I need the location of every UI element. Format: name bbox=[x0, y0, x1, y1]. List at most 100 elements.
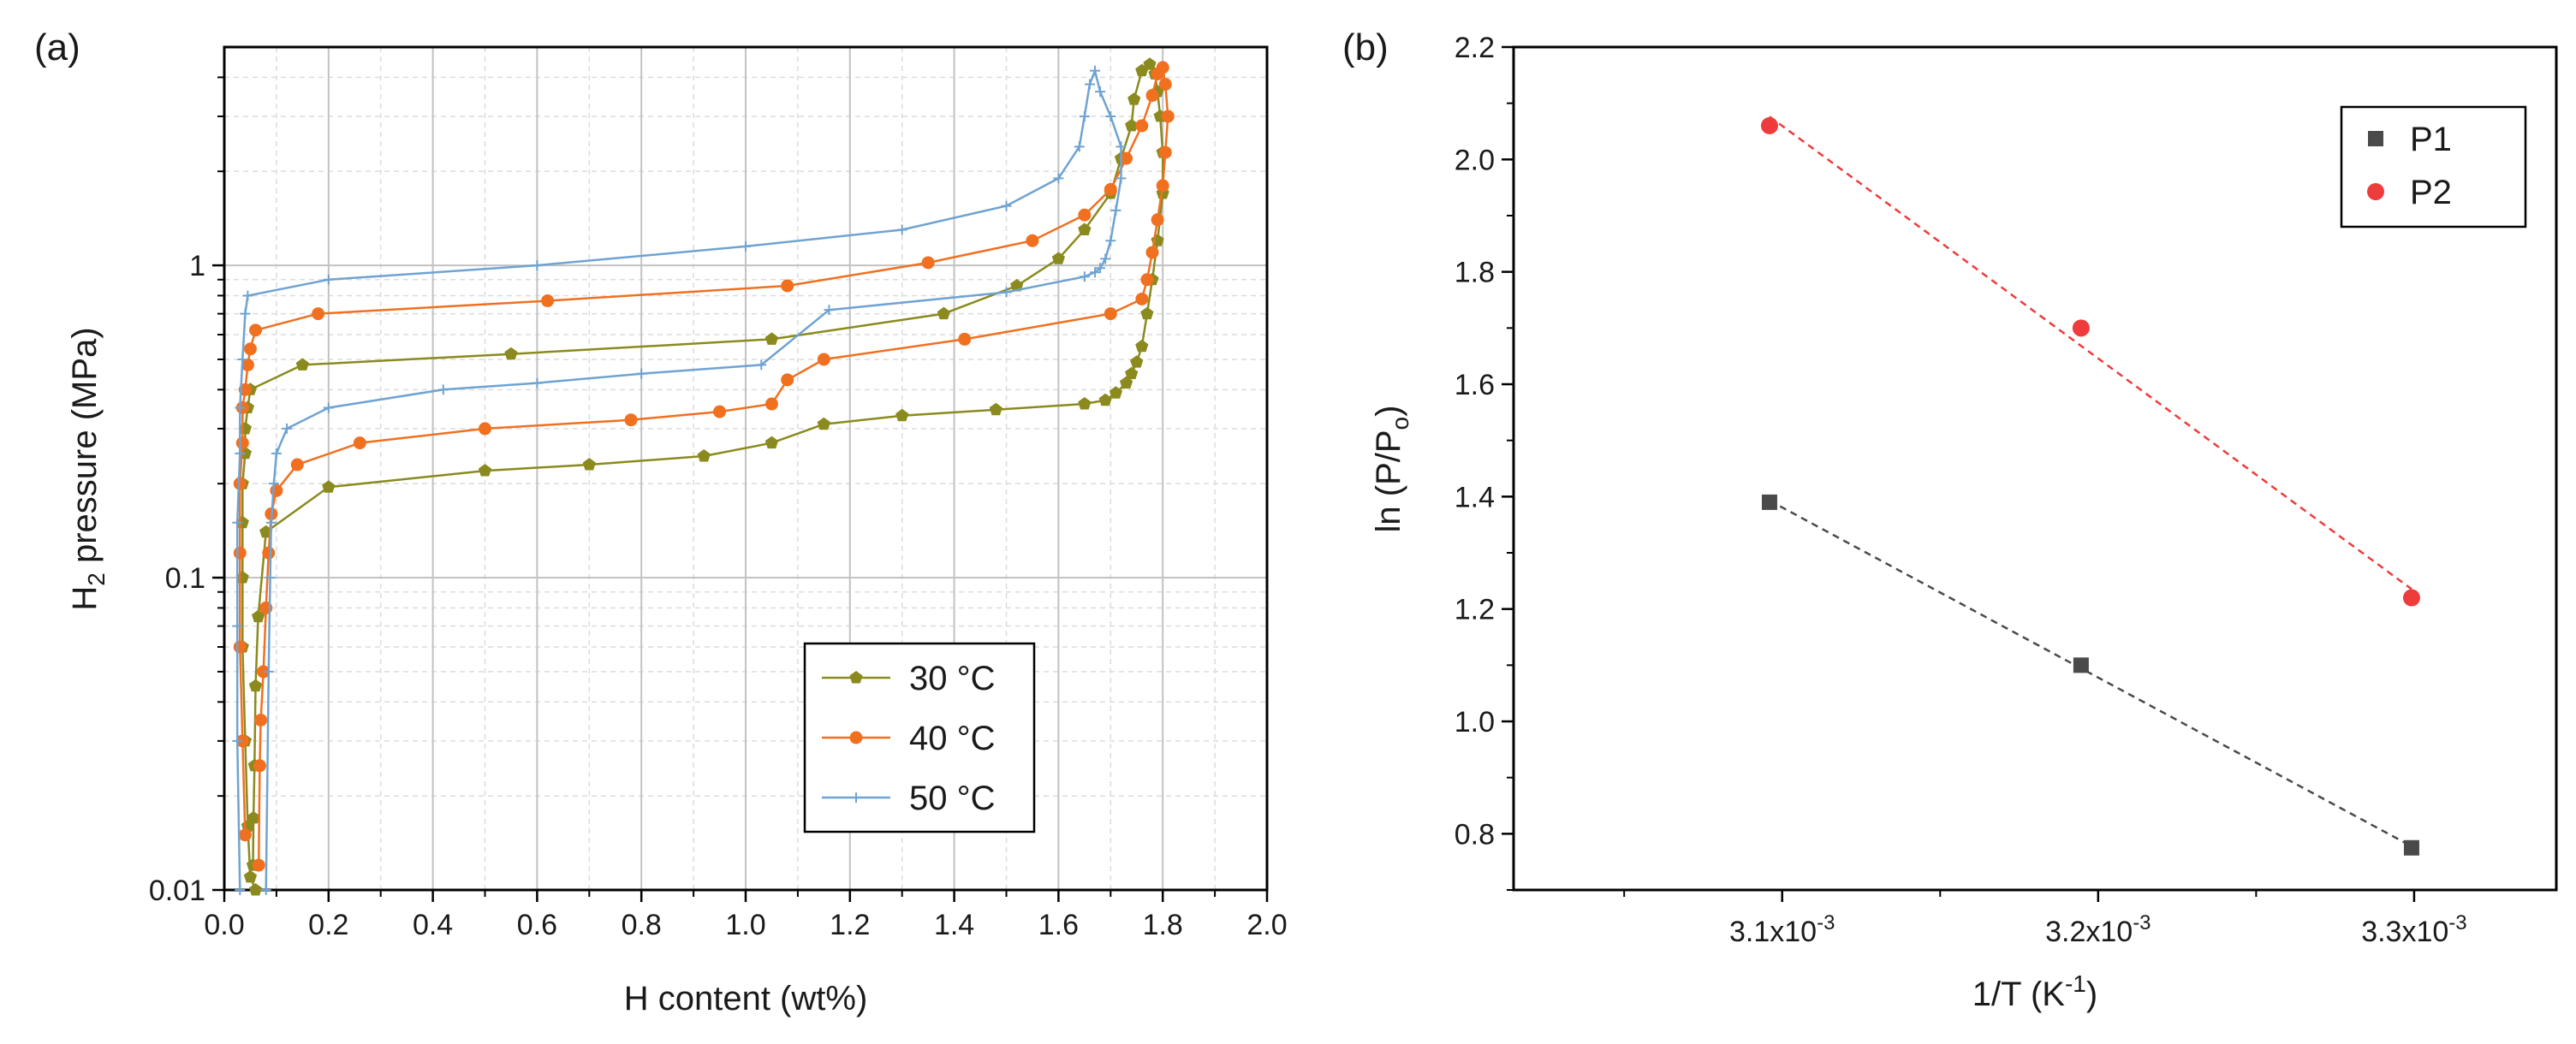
data-point bbox=[240, 308, 251, 319]
data-point bbox=[1026, 234, 1039, 247]
x-tick-mantissa: 3.3x10 bbox=[2361, 916, 2448, 948]
data-point bbox=[817, 417, 830, 430]
data-point bbox=[232, 620, 243, 632]
data-point bbox=[243, 342, 257, 356]
data-point bbox=[1145, 246, 1159, 259]
data-point bbox=[1010, 279, 1024, 292]
data-point bbox=[764, 436, 779, 449]
panel-b: (b) 3.1x10-3 3.2x10-3 3.3x10-30.81.01.21.4… bbox=[1342, 27, 2558, 1013]
panel-b-legend-box bbox=[2340, 105, 2527, 228]
panel-b-x-title-prefix: 1/T (K bbox=[1972, 976, 2066, 1013]
data-point bbox=[248, 883, 263, 896]
data-point bbox=[252, 609, 265, 623]
panel-b-label: (b) bbox=[1342, 27, 1389, 68]
series-40C bbox=[233, 61, 1175, 872]
x-tick-label: 1.8 bbox=[1143, 909, 1183, 941]
panel-a-x-axis-title: H content (wt%) bbox=[624, 980, 868, 1017]
data-point bbox=[242, 290, 253, 301]
data-point bbox=[582, 458, 596, 471]
series-p1 bbox=[1761, 494, 2419, 856]
data-point bbox=[764, 332, 779, 345]
data-point bbox=[1115, 141, 1127, 152]
data-point bbox=[353, 436, 366, 450]
y-tick-label: 1.8 bbox=[1455, 257, 1495, 289]
data-point bbox=[1100, 253, 1111, 264]
data-point bbox=[1143, 57, 1157, 70]
data-point bbox=[532, 260, 543, 271]
data-point bbox=[1098, 393, 1112, 406]
x-tick-exponent: -3 bbox=[1817, 911, 1835, 934]
data-point bbox=[1140, 306, 1154, 320]
data-point bbox=[254, 713, 268, 727]
data-point bbox=[1760, 116, 1778, 134]
data-point bbox=[895, 408, 909, 422]
panel-b-y-axis-title: ln (P/Po) bbox=[1370, 406, 1413, 533]
data-point bbox=[1135, 292, 1149, 305]
data-point bbox=[921, 256, 935, 270]
data-point bbox=[252, 858, 265, 872]
data-point bbox=[1120, 376, 1133, 389]
data-point bbox=[323, 402, 334, 413]
data-point bbox=[290, 458, 304, 472]
y-tick-label: 2.0 bbox=[1455, 144, 1495, 176]
data-point bbox=[896, 224, 907, 235]
data-point bbox=[2402, 589, 2420, 607]
legend-label: P2 bbox=[2410, 174, 2452, 211]
data-point bbox=[232, 517, 243, 528]
data-point bbox=[235, 448, 246, 459]
panel-a-y-title-prefix: H bbox=[66, 586, 104, 611]
x-tick-label: 2.0 bbox=[1246, 909, 1287, 941]
panel-a-grid bbox=[223, 47, 1268, 891]
data-point bbox=[260, 885, 271, 895]
data-point bbox=[237, 353, 248, 365]
data-point bbox=[764, 397, 778, 411]
x-tick-label: 3.2x10-3 bbox=[2045, 911, 2151, 948]
data-point bbox=[271, 448, 282, 459]
x-tick-label: 0.8 bbox=[622, 909, 662, 941]
data-point bbox=[1001, 200, 1012, 211]
panel-a-legend: 30 °C 40 °C 50 °C bbox=[803, 642, 1036, 833]
data-point bbox=[824, 305, 835, 316]
x-tick-label: 0.2 bbox=[308, 909, 348, 941]
y-tick-label: 0.01 bbox=[149, 875, 205, 907]
series-p2 bbox=[1760, 116, 2420, 607]
legend-marker bbox=[849, 731, 863, 744]
data-point bbox=[243, 869, 258, 883]
data-point bbox=[282, 423, 293, 434]
data-point bbox=[265, 517, 277, 528]
data-point bbox=[247, 810, 260, 824]
data-point bbox=[532, 377, 543, 389]
y-tick-label: 1.0 bbox=[1455, 706, 1495, 739]
panel-b-plot-frame bbox=[1512, 45, 2558, 892]
x-tick-label: 3.1x10-3 bbox=[1729, 911, 1835, 948]
data-point bbox=[781, 373, 794, 387]
x-tick-label: 1.0 bbox=[725, 909, 765, 941]
data-point bbox=[1095, 86, 1106, 98]
data-point bbox=[1145, 89, 1159, 103]
data-point bbox=[1140, 273, 1154, 287]
x-tick-label: 0.4 bbox=[413, 909, 453, 941]
data-point bbox=[295, 358, 309, 371]
data-point bbox=[1051, 252, 1065, 264]
legend-label: P1 bbox=[2410, 121, 2452, 158]
y-tick-label: 1.4 bbox=[1455, 481, 1495, 513]
data-point bbox=[756, 359, 767, 371]
panel-b-x-title-superscript: -1 bbox=[2065, 970, 2086, 997]
x-tick-exponent: -3 bbox=[2448, 911, 2466, 934]
data-point bbox=[624, 413, 638, 427]
data-point bbox=[1151, 213, 1164, 227]
data-point bbox=[1156, 179, 1169, 193]
y-tick-label: 1.2 bbox=[1455, 594, 1495, 626]
data-point bbox=[235, 436, 249, 450]
data-point bbox=[1105, 110, 1116, 122]
series-50C bbox=[232, 65, 1127, 895]
data-point bbox=[479, 422, 491, 436]
legend-label: 40 °C bbox=[909, 720, 996, 757]
data-point bbox=[937, 306, 950, 320]
data-point bbox=[241, 358, 254, 371]
data-point bbox=[1127, 92, 1141, 105]
panel-b-y-title-subscript: o bbox=[1387, 417, 1413, 430]
data-point bbox=[232, 735, 243, 746]
panel-b-x-title-suffix: ) bbox=[2086, 976, 2097, 1013]
